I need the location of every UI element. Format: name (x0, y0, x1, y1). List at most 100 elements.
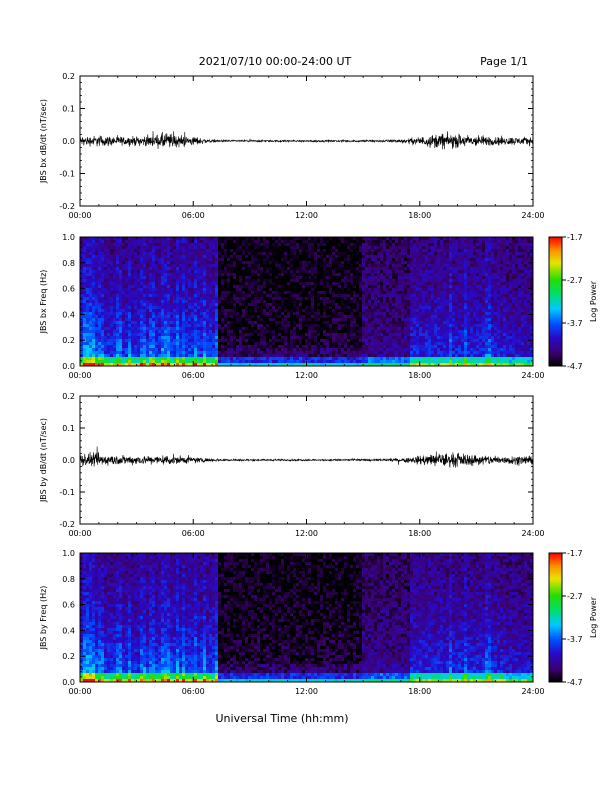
spectrogram-cell (146, 279, 150, 283)
spectrogram-cell (161, 267, 165, 271)
spectrogram-cell (320, 276, 324, 280)
spectrogram-cell (233, 258, 237, 262)
spectrogram-cell (152, 270, 156, 274)
spectrogram-cell (365, 354, 369, 358)
spectrogram-cell (386, 327, 390, 331)
spectrogram-cell (398, 282, 402, 286)
spectrogram-cell (410, 252, 414, 256)
spectrogram-cell (380, 312, 384, 316)
spectrogram-cell (410, 285, 414, 289)
spectrogram-cell (242, 363, 246, 367)
spectrogram-cell (89, 309, 93, 313)
spectrogram-cell (80, 255, 84, 259)
spectrogram-cell (191, 276, 195, 280)
spectrogram-cell (185, 324, 189, 328)
spectrogram-cell (98, 351, 102, 355)
spectrogram-cell (158, 258, 162, 262)
spectrogram-cell (392, 357, 396, 361)
spectrogram-cell (314, 297, 318, 301)
spectrogram-cell (290, 309, 294, 313)
spectrogram-cell (302, 297, 306, 301)
spectrogram-cell (155, 255, 159, 259)
spectrogram-cell (320, 315, 324, 319)
spectrogram-cell (305, 276, 309, 280)
spectrogram-cell (362, 354, 366, 358)
spectrogram-cell (92, 360, 96, 364)
spectrogram-cell (278, 360, 282, 364)
spectrogram-cell (101, 315, 105, 319)
spectrogram-cell (254, 318, 258, 322)
spectrogram-cell (86, 330, 90, 334)
spectrogram-cell (296, 255, 300, 259)
spectrogram-cell (299, 330, 303, 334)
spectrogram-cell (335, 258, 339, 262)
spectrogram-cell (413, 318, 417, 322)
spectrogram-cell (200, 306, 204, 310)
spectrogram-cell (185, 351, 189, 355)
spectrogram-cell (314, 354, 318, 358)
spectrogram-cell (290, 276, 294, 280)
spectrogram-cell (179, 279, 183, 283)
spectrogram-cell (128, 279, 132, 283)
spectrogram-cell (155, 240, 159, 244)
spectrogram-cell (164, 327, 168, 331)
spectrogram-cell (350, 348, 354, 352)
spectrogram-cell (176, 264, 180, 268)
spectrogram-cell (131, 300, 135, 304)
spectrogram-cell (347, 318, 351, 322)
spectrogram-cell (95, 243, 99, 247)
spectrogram-cell (221, 300, 225, 304)
spectrogram-cell (206, 255, 210, 259)
spectrogram-cell (407, 294, 411, 298)
spectrogram-cell (95, 264, 99, 268)
spectrogram-cell (392, 330, 396, 334)
spectrogram-cell (188, 288, 192, 292)
spectrogram-cell (86, 279, 90, 283)
spectrogram-cell (83, 255, 87, 259)
spectrogram-cell (362, 300, 366, 304)
spectrogram-cell (152, 243, 156, 247)
spectrogram-cell (257, 342, 261, 346)
spectrogram-cell (362, 237, 366, 241)
spectrogram-cell (257, 300, 261, 304)
spectrogram-cell (401, 282, 405, 286)
spectrogram-cell (179, 315, 183, 319)
spectrogram-cell (386, 342, 390, 346)
spectrogram-cell (206, 351, 210, 355)
spectrogram-cell (206, 273, 210, 277)
spectrogram-cell (344, 240, 348, 244)
spectrogram-cell (83, 249, 87, 253)
spectrogram-cell (98, 267, 102, 271)
spectrogram-cell (122, 336, 126, 340)
spectrogram-cell (260, 270, 264, 274)
spectrogram-cell (215, 336, 219, 340)
spectrogram-cell (113, 333, 117, 337)
spectrogram-cell (134, 270, 138, 274)
spectrogram-cell (167, 315, 171, 319)
spectrogram-cell (398, 312, 402, 316)
spectrogram-cell (179, 363, 183, 367)
spectrogram-cell (347, 360, 351, 364)
spectrogram-cell (143, 354, 147, 358)
spectrogram-cell (167, 252, 171, 256)
spectrogram-cell (305, 303, 309, 307)
spectrogram-cell (92, 309, 96, 313)
spectrogram-cell (119, 276, 123, 280)
spectrogram-cell (323, 324, 327, 328)
spectrogram-cell (230, 327, 234, 331)
spectrogram-cell (251, 321, 255, 325)
spectrogram-cell (134, 267, 138, 271)
spectrogram-cell (212, 363, 216, 367)
spectrogram-cell (344, 291, 348, 295)
spectrogram-cell (203, 237, 207, 241)
spectrogram-cell (299, 303, 303, 307)
spectrogram-cell (359, 240, 363, 244)
spectrogram-cell (101, 348, 105, 352)
spectrogram-cell (206, 282, 210, 286)
spectrogram-cell (221, 315, 225, 319)
spectrogram-cell (215, 243, 219, 247)
spectrogram-cell (239, 279, 243, 283)
spectrogram-cell (197, 303, 201, 307)
spectrogram-cell (266, 360, 270, 364)
spectrogram-cell (329, 357, 333, 361)
